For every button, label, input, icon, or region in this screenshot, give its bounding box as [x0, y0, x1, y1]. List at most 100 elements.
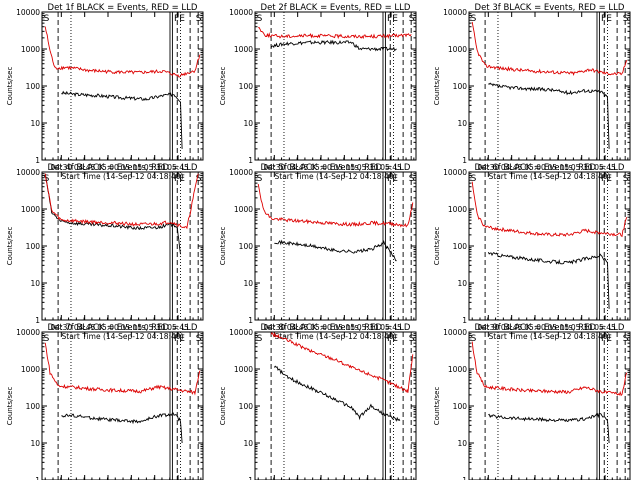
x-tick-label: 04:30	[478, 323, 500, 332]
x-tick-label: 05:30	[571, 163, 593, 172]
y-tick-label: 100	[453, 402, 468, 411]
series-line-red	[44, 342, 201, 396]
y-tick-label: 1	[248, 476, 253, 480]
chart-panel-9: Det 9f BLACK = Events, RED = LLD Counts/s…	[433, 323, 631, 480]
x-tick-label: 04:45	[287, 323, 309, 332]
y-tick-label: 100	[453, 242, 468, 251]
chart-panel-3: Det 3f BLACK = Events, RED = LLD Counts/s…	[433, 3, 631, 181]
marker-label: S	[196, 334, 202, 344]
x-tick-label: 05:00	[310, 323, 332, 332]
marker-label: S	[623, 14, 629, 24]
x-tick-label: 05:15	[121, 163, 143, 172]
marker-label: FE	[601, 174, 612, 184]
marker-label: FE	[387, 14, 398, 24]
x-axis-label: Start Time (14-Sep-12 04:18:40)	[275, 172, 397, 181]
x-tick-label: 05:15	[548, 323, 570, 332]
marker-label: S	[409, 334, 415, 344]
series-line-red	[258, 26, 412, 40]
marker-label: FE	[601, 14, 612, 24]
marker-label: S	[257, 174, 263, 184]
x-tick-label: 04:30	[478, 163, 500, 172]
y-tick-label: 10	[243, 119, 253, 128]
series-line-red	[44, 26, 201, 78]
chart-title: Det 8f BLACK = Events, RED = LLD	[261, 323, 411, 333]
x-tick-label: 04:45	[501, 163, 523, 172]
y-tick-label: 10000	[443, 8, 467, 17]
y-tick-label: 100	[453, 82, 468, 91]
x-tick-label: 04:30	[264, 323, 286, 332]
chart-title: Det 9f BLACK = Events, RED = LLD	[475, 323, 625, 333]
x-tick-label: 04:30	[51, 163, 73, 172]
y-tick-label: 10	[457, 279, 467, 288]
series-line-red	[44, 173, 199, 230]
chart-panel-8: Det 8f BLACK = Events, RED = LLD Counts/s…	[219, 323, 417, 480]
y-tick-label: 1	[35, 476, 40, 480]
x-tick-label: 05:15	[334, 163, 356, 172]
plot-frame	[254, 331, 417, 480]
chart-panel-7: Det 7f BLACK = Events, RED = LLD Counts/s…	[6, 323, 204, 480]
chart-panel-5: Det 5f BLACK = Events, RED = LLD Counts/s…	[219, 163, 417, 341]
x-axis-label: Start Time (14-Sep-12 04:18:40)	[62, 332, 184, 341]
y-tick-label: 1	[462, 476, 467, 480]
y-axis-label: Counts/sec	[433, 67, 441, 106]
series-line-black	[44, 174, 181, 255]
series-line-red	[471, 21, 628, 76]
y-axis-label: Counts/sec	[219, 67, 227, 106]
x-tick-label: 04:30	[51, 323, 73, 332]
chart-panel-6: Det 6f BLACK = Events, RED = LLD Counts/s…	[433, 163, 631, 341]
y-tick-label: 1000	[21, 45, 40, 54]
x-tick-label: 05:15	[548, 163, 570, 172]
chart-title: Det 6f BLACK = Events, RED = LLD	[475, 163, 625, 173]
x-tick-label: 05:30	[571, 323, 593, 332]
y-tick-label: 10000	[16, 328, 40, 337]
chart-title: Det 4f BLACK = Events, RED = LLD	[48, 163, 198, 173]
series-line-black	[488, 82, 610, 149]
y-tick-label: 1	[248, 316, 253, 325]
chart-title: Det 1f BLACK = Events, RED = LLD	[48, 3, 198, 13]
marker-label: S	[44, 14, 50, 24]
x-tick-label: 04:45	[74, 323, 96, 332]
series-line-red	[471, 341, 628, 397]
plot-frame	[254, 171, 417, 321]
x-tick-label: 05:00	[310, 163, 332, 172]
y-tick-label: 1	[35, 316, 40, 325]
y-tick-label: 1000	[234, 45, 253, 54]
x-axis-label: Start Time (14-Sep-12 04:18:40)	[489, 172, 611, 181]
y-tick-label: 10	[30, 279, 40, 288]
plot-frame	[468, 331, 631, 480]
y-axis-label: Counts/sec	[6, 387, 14, 426]
series-line-black	[61, 90, 183, 149]
x-tick-label: 05:45	[594, 163, 616, 172]
marker-label: S	[409, 14, 415, 24]
marker-label: FE	[387, 334, 398, 344]
plot-frame	[41, 331, 204, 480]
marker-label: S	[471, 334, 477, 344]
marker-label: S	[196, 14, 202, 24]
x-tick-label: 05:45	[167, 163, 189, 172]
x-tick-label: 05:00	[524, 163, 546, 172]
x-tick-label: 05:30	[357, 323, 379, 332]
x-tick-label: 05:45	[167, 323, 189, 332]
plot-frame	[41, 171, 204, 321]
marker-label: S	[44, 334, 50, 344]
y-tick-label: 1	[248, 156, 253, 165]
marker-label: FE	[174, 14, 185, 24]
marker-label: S	[257, 334, 263, 344]
x-tick-label: 05:30	[144, 163, 166, 172]
y-tick-label: 100	[26, 402, 41, 411]
y-axis-label: Counts/sec	[219, 387, 227, 426]
x-tick-label: 04:45	[74, 163, 96, 172]
chart-title: Det 5f BLACK = Events, RED = LLD	[261, 163, 411, 173]
y-tick-label: 10000	[16, 168, 40, 177]
y-tick-label: 1000	[234, 205, 253, 214]
series-line-black	[487, 251, 610, 309]
marker-label: S	[196, 174, 202, 184]
y-tick-label: 10000	[443, 328, 467, 337]
x-tick-label: 05:15	[121, 323, 143, 332]
marker-label: S	[257, 14, 263, 24]
y-axis-label: Counts/sec	[433, 387, 441, 426]
x-axis-label: Start Time (14-Sep-12 04:18:40)	[275, 332, 397, 341]
series-line-black	[273, 365, 401, 422]
y-tick-label: 1	[35, 156, 40, 165]
